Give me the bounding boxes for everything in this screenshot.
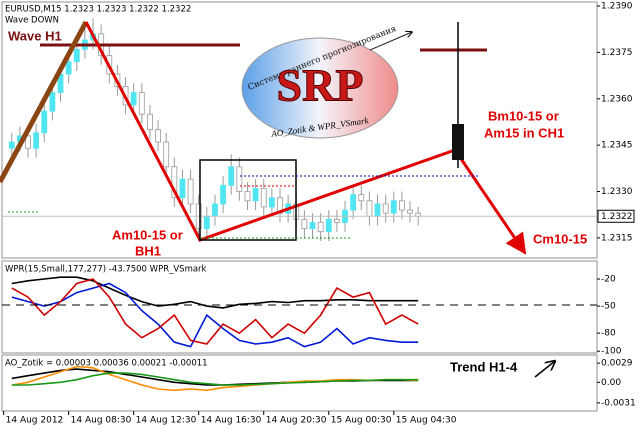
annotation: Trend H1-4 xyxy=(450,359,518,374)
y-tick-label: 0.0029 xyxy=(601,359,633,369)
candle-body xyxy=(325,218,332,233)
candle-body xyxy=(317,222,324,233)
candle-body xyxy=(407,209,413,214)
series-line xyxy=(11,372,419,386)
y-tick-label: -0.0031 xyxy=(601,398,636,408)
current-price-label: 1.2322 xyxy=(601,212,633,222)
candle-body xyxy=(390,200,397,214)
candle-body xyxy=(333,218,340,223)
candle-body xyxy=(41,110,48,134)
candle-body xyxy=(65,61,72,75)
candle-body xyxy=(33,132,40,149)
candle-body xyxy=(179,178,186,199)
candle-body xyxy=(8,141,15,149)
panel-title: AO_Zotik = 0.00003 0.00036 0.00021 -0.00… xyxy=(5,359,208,369)
series-line xyxy=(11,282,419,348)
annotation: Wave H1 xyxy=(8,28,62,43)
x-tick-label: 14 Aug 20:30 xyxy=(266,416,327,426)
y-tick-label: 1.2345 xyxy=(601,141,633,151)
panel-title: WPR(15,Small,177,277) -43.7500 WPR_VSmar… xyxy=(5,265,207,275)
candle-body xyxy=(244,191,251,202)
chart-title: EURUSD,M15 1.2323 1.2323 1.2322 1.2322 xyxy=(5,5,191,15)
candle-body xyxy=(212,203,218,217)
annotation: BH1 xyxy=(135,243,161,258)
candle-body xyxy=(25,135,31,149)
x-tick-label: 14 Aug 08:30 xyxy=(71,416,132,426)
annotation: Bm10-15 or xyxy=(488,108,559,123)
logo-title: SRP xyxy=(277,60,364,111)
y-tick-label: 1.2360 xyxy=(601,94,633,104)
candle-body xyxy=(228,166,235,186)
x-tick-label: 14 Aug 2012 xyxy=(6,416,64,426)
logo-arrow xyxy=(369,32,412,51)
candle-body xyxy=(350,194,357,211)
annotation: Am15 in CH1 xyxy=(484,125,564,140)
x-tick-label: 14 Aug 16:30 xyxy=(201,416,262,426)
candle-body xyxy=(301,218,308,230)
current-price-box xyxy=(597,209,635,223)
wpr-panel xyxy=(1,260,598,354)
candle-body xyxy=(49,92,56,112)
wave-arrow xyxy=(453,149,527,255)
y-tick-label: -100 xyxy=(601,347,622,357)
logo-ellipse xyxy=(241,37,399,139)
series-line xyxy=(11,276,419,309)
candle-body xyxy=(260,188,267,208)
projection-body xyxy=(452,124,464,160)
chart-subtitle: Wave DOWN xyxy=(5,16,59,26)
candle-body xyxy=(220,184,226,205)
candle-body xyxy=(399,200,405,211)
annotation: Cm10-15 xyxy=(533,231,587,246)
candle-body xyxy=(374,203,381,217)
candle-body xyxy=(147,113,153,131)
candle-body xyxy=(366,200,373,217)
candle-body xyxy=(187,178,194,205)
candle-body xyxy=(236,166,243,192)
y-tick-label: 0.00 xyxy=(601,378,621,388)
candle-body xyxy=(73,48,80,63)
candle-body xyxy=(163,141,170,168)
candle-body xyxy=(138,92,145,115)
candle-body xyxy=(358,194,365,202)
x-tick-label: 15 Aug 04:30 xyxy=(396,416,457,426)
wave-line xyxy=(0,20,89,184)
y-tick-label: -80 xyxy=(601,329,616,339)
candle-body xyxy=(171,166,178,199)
x-tick-label: 14 Aug 12:30 xyxy=(136,416,197,426)
candle-body xyxy=(203,215,210,230)
y-tick-label: 1.2390 xyxy=(601,2,633,12)
series-line xyxy=(11,278,419,345)
x-tick-label: 15 Aug 00:30 xyxy=(331,416,392,426)
y-tick-label: -50 xyxy=(601,302,616,312)
candle-body xyxy=(155,129,161,143)
trend-arrow xyxy=(534,361,555,378)
candle-body xyxy=(309,222,316,230)
annotation: Am10-15 or xyxy=(112,227,183,242)
y-tick-label: 1.2330 xyxy=(601,187,633,197)
candle-body xyxy=(130,92,137,106)
candle-body xyxy=(268,197,275,208)
y-tick-label: -20 xyxy=(601,275,616,285)
candle-body xyxy=(382,203,389,214)
box xyxy=(199,159,297,241)
y-tick-label: 1.2315 xyxy=(601,233,633,243)
candle-body xyxy=(252,188,259,202)
y-tick-label: 1.2375 xyxy=(601,48,633,58)
